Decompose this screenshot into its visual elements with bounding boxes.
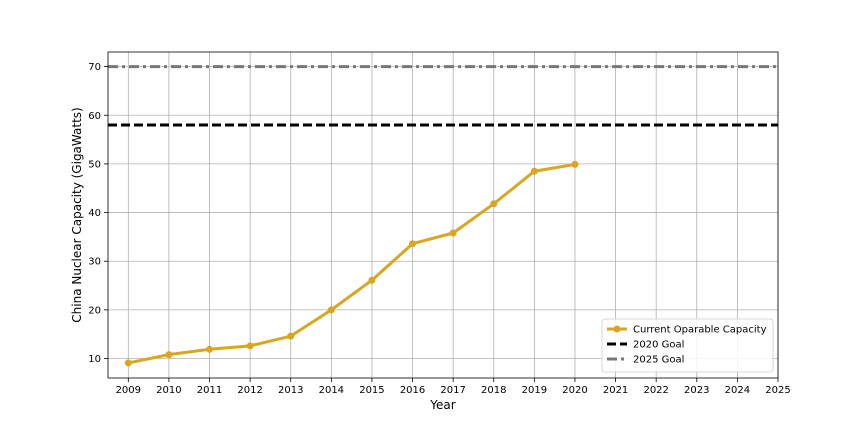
x-tick-label: 2024 xyxy=(725,385,750,396)
reference-lines xyxy=(108,65,778,127)
y-tick-label: 70 xyxy=(88,62,101,73)
x-tick-label: 2025 xyxy=(765,385,790,396)
plot-frame xyxy=(107,51,779,379)
x-tick-label: 2019 xyxy=(522,385,547,396)
data-point xyxy=(246,342,254,350)
x-tick-label: 2020 xyxy=(562,385,587,396)
y-axis-label: China Nuclear Capacity (GigaWatts) xyxy=(70,107,84,322)
data-point xyxy=(490,200,498,208)
x-tick-label: 2015 xyxy=(359,385,384,396)
data-point xyxy=(124,359,132,367)
x-axis-ticks: 2009 2010 2011 2012 2013 2014 2015 2016 2017 2018… xyxy=(116,378,791,396)
y-tick-label: 20 xyxy=(88,305,101,316)
x-tick-label: 2011 xyxy=(197,385,222,396)
legend: Current Oparable Capacity 2020 Goal 2025 G… xyxy=(601,318,774,373)
y-tick-label: 10 xyxy=(88,354,101,365)
y-tick-label: 60 xyxy=(88,111,101,122)
x-tick-label: 2010 xyxy=(156,385,181,396)
data-point xyxy=(287,332,295,340)
series-line xyxy=(128,162,576,365)
legend-box xyxy=(601,318,774,373)
legend-label: 2025 Goal xyxy=(633,355,684,366)
series xyxy=(124,160,579,367)
x-tick-label: 2012 xyxy=(237,385,262,396)
legend-label: Current Oparable Capacity xyxy=(633,325,767,336)
data-point xyxy=(409,240,417,248)
legend-marker xyxy=(613,325,621,333)
data-point xyxy=(327,306,335,314)
x-tick-label: 2014 xyxy=(319,385,344,396)
y-tick-label: 40 xyxy=(88,208,101,219)
x-tick-label: 2023 xyxy=(684,385,709,396)
x-tick-label: 2016 xyxy=(400,385,425,396)
data-point xyxy=(449,229,457,237)
y-tick-label: 50 xyxy=(88,159,101,170)
data-point xyxy=(571,160,579,168)
x-tick-label: 2009 xyxy=(116,385,141,396)
data-point xyxy=(206,345,214,353)
x-tick-label: 2018 xyxy=(481,385,506,396)
x-tick-label: 2017 xyxy=(440,385,465,396)
legend-label: 2020 Goal xyxy=(633,340,684,351)
y-axis-ticks: 10 20 30 40 50 60 70 xyxy=(88,62,108,365)
data-point xyxy=(165,351,173,359)
x-axis-label: Year xyxy=(429,398,455,412)
data-point xyxy=(530,167,538,175)
x-tick-label: 2021 xyxy=(603,385,628,396)
x-tick-label: 2013 xyxy=(278,385,303,396)
data-point xyxy=(368,276,376,284)
x-tick-label: 2022 xyxy=(643,385,668,396)
y-tick-label: 30 xyxy=(88,257,101,268)
